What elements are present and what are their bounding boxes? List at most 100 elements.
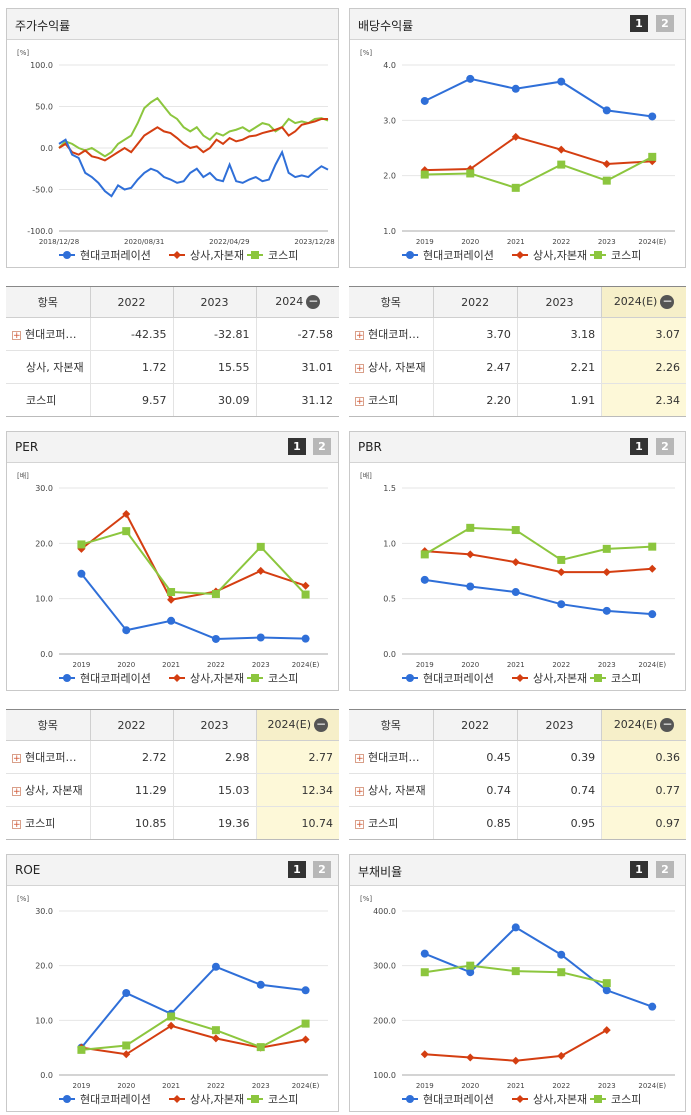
expand-icon[interactable]: + (12, 330, 21, 341)
data-point (594, 674, 602, 682)
price-table: 항목 2022 2023 2024− + 현대코퍼… -42.35 -32.81 … (6, 286, 339, 417)
x-tick-label: 2020 (461, 238, 479, 246)
cell: 3.07 (601, 317, 686, 351)
collapse-icon[interactable]: − (306, 294, 321, 309)
cell: 0.74 (432, 773, 518, 807)
table-row: + 현대코퍼… -42.35 -32.81 -27.58 (6, 317, 339, 351)
expand-icon[interactable]: + (12, 786, 21, 797)
x-tick-label: 2020 (461, 1082, 479, 1090)
y-tick-label: 200.0 (373, 1016, 396, 1025)
panel-title: 주가수익률 (15, 19, 71, 33)
data-point (466, 550, 475, 559)
data-point (420, 550, 429, 559)
data-point (466, 968, 475, 977)
page-2-button[interactable]: 2 (656, 438, 674, 455)
per-table: 항목 2022 2023 2024(E) − + 현대코퍼… 2.72 2.98 2… (6, 709, 339, 840)
expand-icon[interactable]: + (355, 330, 364, 341)
data-point (63, 674, 71, 682)
data-point (251, 1095, 259, 1103)
legend-label: 현대코퍼레이션 (80, 1093, 151, 1106)
data-point (516, 674, 524, 682)
legend-label: 상사,자본재 (533, 249, 587, 262)
panel-header: 부채비율 1 2 (350, 855, 685, 886)
collapse-icon[interactable]: − (314, 717, 329, 732)
data-point (511, 558, 520, 567)
data-point (648, 112, 657, 121)
page-2-button[interactable]: 2 (656, 861, 674, 878)
y-tick-label: 1.0 (383, 539, 396, 548)
expand-icon[interactable]: + (355, 363, 364, 374)
cell: 10.74 (255, 806, 339, 839)
page-2-button[interactable]: 2 (313, 438, 331, 455)
y-tick-label: 0.0 (383, 650, 396, 659)
data-point (557, 160, 566, 169)
data-point (466, 523, 475, 532)
series-line (424, 135, 653, 172)
row-label: 코스피 (368, 394, 399, 407)
page-2-button[interactable]: 2 (313, 861, 331, 878)
data-point (557, 555, 566, 564)
series-line (424, 578, 653, 616)
collapse-icon[interactable]: − (660, 717, 675, 732)
data-point (301, 1019, 310, 1028)
data-point (557, 145, 566, 154)
per-panel: PER 1 2 [배] 30.0 20.0 10.0 0.0 2019 2020 2021 20… (6, 431, 339, 691)
data-point (466, 961, 475, 970)
expand-icon[interactable]: + (355, 396, 364, 407)
unit-label: [%] (17, 895, 29, 903)
page-1-button[interactable]: 1 (288, 861, 306, 878)
data-point (301, 634, 310, 643)
col-header-label: 2024(E) (613, 295, 658, 308)
expand-icon[interactable]: + (355, 786, 364, 797)
y-tick-label: 400.0 (373, 907, 396, 916)
page-1-button[interactable]: 1 (288, 438, 306, 455)
col-header-label: 2024(E) (613, 718, 658, 731)
row-name: + 현대코퍼… (6, 740, 90, 774)
series-line (424, 526, 653, 562)
y-tick-label: 300.0 (373, 962, 396, 971)
row-label: 현대코퍼… (25, 751, 77, 764)
data-point (211, 1026, 220, 1035)
expand-icon[interactable]: + (12, 819, 21, 830)
collapse-icon[interactable]: − (660, 294, 675, 309)
cell: 2.77 (255, 740, 339, 774)
cell: 31.01 (255, 350, 339, 384)
y-tick-label: 50.0 (35, 103, 53, 112)
y-tick-label: 1.5 (383, 484, 396, 493)
data-point (516, 251, 524, 259)
data-point (167, 1012, 176, 1021)
y-tick-label: 4.0 (383, 61, 396, 70)
data-point (516, 1095, 524, 1103)
expand-icon[interactable]: + (355, 819, 364, 830)
page-1-button[interactable]: 1 (630, 861, 648, 878)
x-tick-label: 2023 (598, 238, 616, 246)
pbr-table: 항목 2022 2023 2024(E) − + 현대코퍼… 0.45 0.39 0… (349, 709, 686, 840)
data-point (173, 251, 181, 259)
table-row: 상사, 자본재 1.72 15.55 31.01 (6, 350, 339, 384)
page-1-button[interactable]: 1 (630, 438, 648, 455)
cell: -27.58 (255, 317, 339, 351)
panel-title: ROE (15, 863, 41, 877)
expand-icon[interactable]: + (12, 753, 21, 764)
data-point (301, 1035, 310, 1044)
data-point (466, 169, 475, 178)
panel-header: PER 1 2 (7, 432, 338, 463)
cell: 2.98 (172, 740, 256, 774)
col-header-label: 2024(E) (267, 718, 312, 731)
row-name: + 상사, 자본재 (6, 773, 90, 807)
page-2-button[interactable]: 2 (656, 15, 674, 32)
col-header: 2024(E) − (255, 710, 339, 741)
expand-icon[interactable]: + (355, 753, 364, 764)
cell: 9.57 (89, 383, 173, 416)
x-tick-label: 2021 (162, 1082, 180, 1090)
unit-label: [배] (360, 471, 372, 480)
data-point (122, 527, 131, 536)
page-1-button[interactable]: 1 (630, 15, 648, 32)
panel-title: 부채비율 (358, 865, 403, 879)
x-tick-label: 2022 (552, 238, 570, 246)
row-label: 상사, 자본재 (368, 784, 426, 797)
data-point (77, 1045, 86, 1054)
y-tick-label: 20.0 (35, 539, 53, 548)
unit-label: [%] (17, 49, 29, 57)
debt-chart: [%]400.0 300.0 200.0 100.0 2019 2020 2021 2022 2… (360, 895, 675, 1106)
